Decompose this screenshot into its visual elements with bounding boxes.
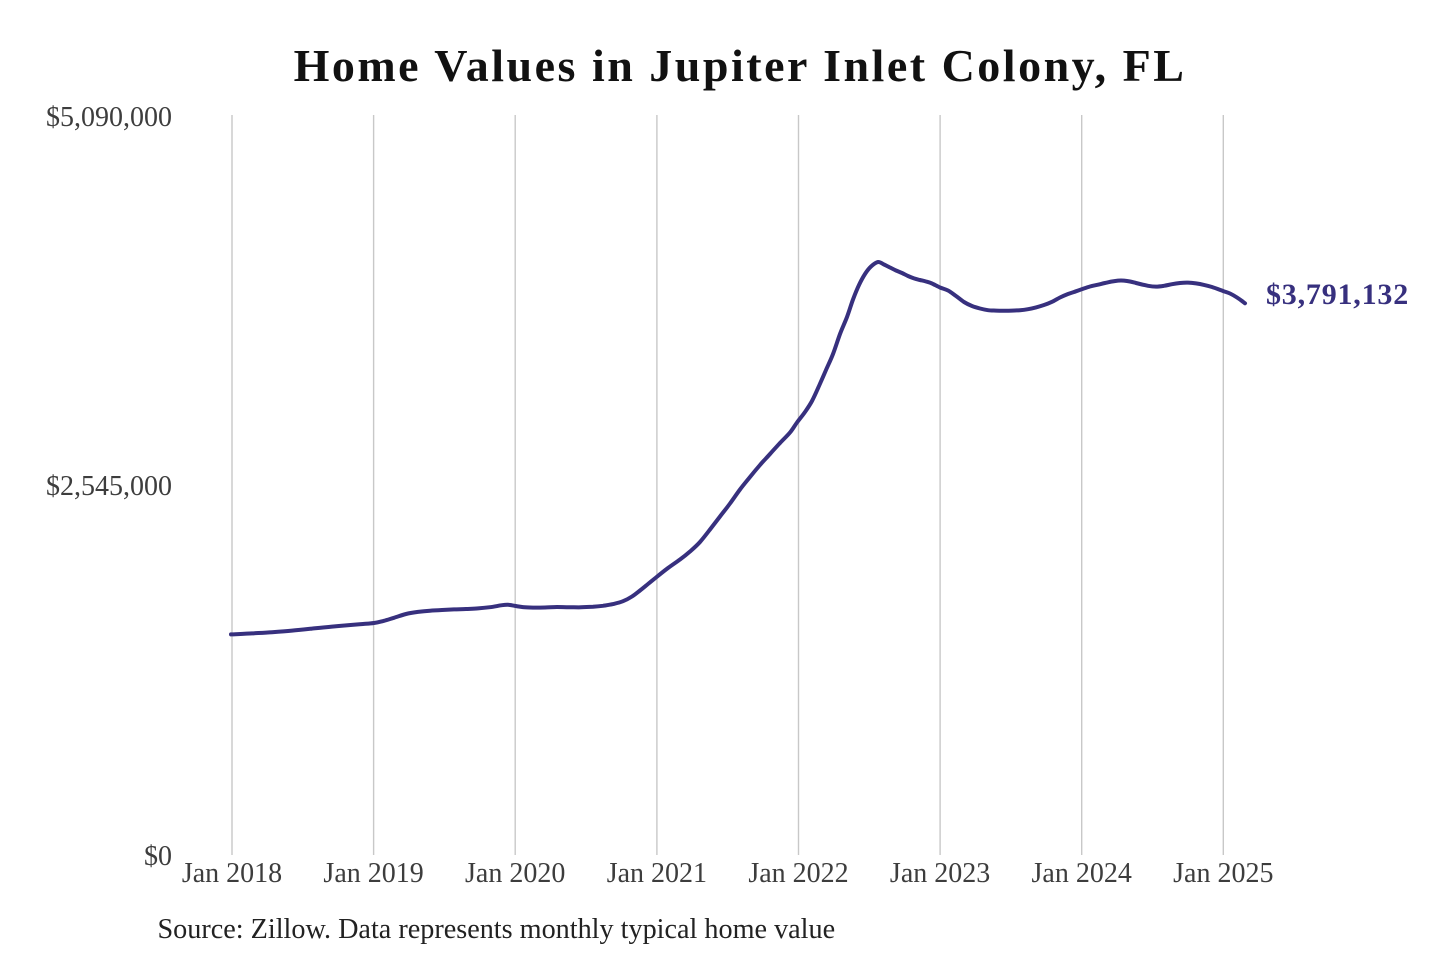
svg-text:$3,791,132: $3,791,132 [1266, 278, 1409, 311]
svg-text:Jan 2025: Jan 2025 [1173, 858, 1273, 889]
svg-text:Source: Zillow. Data represent: Source: Zillow. Data represents monthly … [158, 914, 836, 945]
svg-text:Jan 2022: Jan 2022 [748, 858, 848, 889]
svg-text:Jan 2024: Jan 2024 [1032, 858, 1132, 889]
svg-text:Jan 2019: Jan 2019 [323, 858, 423, 889]
svg-text:$5,090,000: $5,090,000 [46, 102, 172, 133]
svg-text:Jan 2021: Jan 2021 [607, 858, 707, 889]
svg-text:Jan 2023: Jan 2023 [890, 858, 990, 889]
svg-text:$2,545,000: $2,545,000 [46, 471, 172, 502]
svg-text:Jan 2018: Jan 2018 [182, 858, 282, 889]
svg-text:Home Values in Jupiter Inlet C: Home Values in Jupiter Inlet Colony, FL [294, 40, 1187, 91]
svg-text:$0: $0 [144, 841, 172, 872]
svg-text:Jan 2020: Jan 2020 [465, 858, 565, 889]
